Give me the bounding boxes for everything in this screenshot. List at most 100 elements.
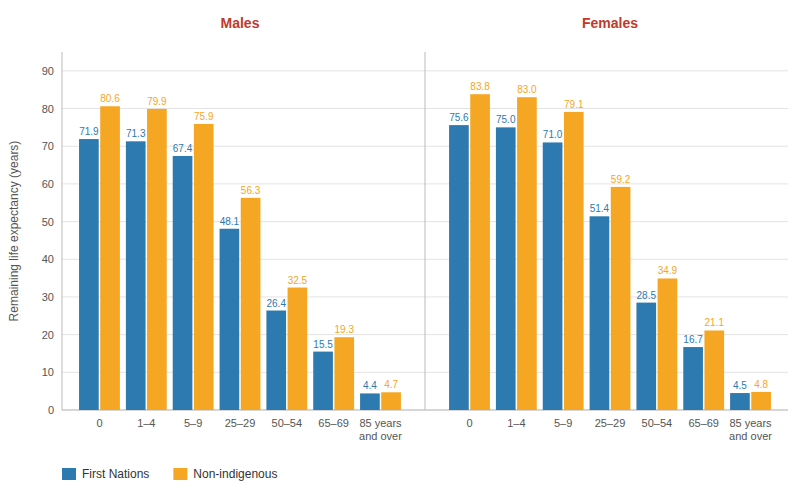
y-tick-label: 40: [42, 253, 54, 265]
data-label: 71.3: [126, 128, 146, 139]
bars: [79, 94, 771, 410]
x-tick-label-line: 85 years: [729, 417, 772, 429]
data-label: 67.4: [173, 143, 193, 154]
y-tick-label: 20: [42, 329, 54, 341]
y-tick-label: 90: [42, 65, 54, 77]
data-label: 51.4: [590, 203, 610, 214]
x-tick-label-line: and over: [359, 430, 402, 442]
data-label: 79.9: [147, 96, 167, 107]
legend-label: First Nations: [82, 467, 149, 481]
bar: [100, 106, 120, 410]
bar: [449, 125, 469, 410]
bar: [194, 124, 214, 410]
y-tick-label: 30: [42, 291, 54, 303]
x-tick-label: 25–29: [225, 417, 256, 429]
bar: [126, 141, 146, 410]
x-tick-label: 1–4: [137, 417, 155, 429]
data-labels: 71.971.367.448.126.415.54.475.675.071.05…: [79, 81, 768, 391]
y-axis-line: [62, 52, 63, 410]
x-tick-label: 65–69: [318, 417, 349, 429]
chart: 0102030405060708090Remaining life expect…: [0, 0, 800, 500]
y-tick-label: 10: [42, 366, 54, 378]
x-tick-label: 25–29: [595, 417, 626, 429]
bar: [313, 352, 333, 410]
section-separator: [425, 52, 426, 410]
bar: [470, 94, 490, 410]
x-tick-labels: 01–45–925–2950–5465–6985 yearsand over01…: [96, 417, 772, 442]
x-tick-label: 65–69: [688, 417, 719, 429]
x-tick-label-line: 50–54: [642, 417, 673, 429]
bar: [543, 142, 563, 410]
data-label: 79.1: [564, 99, 584, 110]
bar: [564, 112, 584, 410]
data-label: 83.8: [470, 81, 490, 92]
bar: [173, 156, 193, 410]
x-tick-label-line: 65–69: [318, 417, 349, 429]
data-label: 28.5: [637, 290, 657, 301]
legend-swatch: [173, 468, 187, 480]
x-tick-label-line: 25–29: [225, 417, 256, 429]
y-tick-label: 60: [42, 178, 54, 190]
bar: [220, 229, 240, 410]
data-label: 71.9: [79, 126, 99, 137]
x-tick-label-line: 65–69: [688, 417, 719, 429]
bar: [751, 392, 771, 410]
x-tick-label: 50–54: [272, 417, 303, 429]
x-tick-label: 5–9: [554, 417, 572, 429]
data-label: 83.0: [517, 84, 537, 95]
x-tick-label-line: 1–4: [137, 417, 155, 429]
legend-swatch: [62, 468, 76, 480]
data-label: 75.0: [496, 114, 516, 125]
x-tick-label: 85 yearsand over: [359, 417, 402, 442]
data-label: 26.4: [267, 298, 287, 309]
data-label: 16.7: [683, 334, 703, 345]
x-tick-label-line: 5–9: [554, 417, 572, 429]
data-label: 4.5: [733, 380, 747, 391]
bar: [730, 393, 750, 410]
x-tick-label: 0: [96, 417, 102, 429]
y-tick-label: 70: [42, 140, 54, 152]
bar: [381, 392, 401, 410]
x-tick-label-line: and over: [729, 430, 772, 442]
data-label: 48.1: [220, 216, 240, 227]
y-tick-label: 50: [42, 216, 54, 228]
bar: [496, 127, 516, 410]
data-label: 15.5: [313, 339, 333, 350]
x-tick-label-line: 5–9: [184, 417, 202, 429]
data-label: 19.3: [335, 324, 355, 335]
x-tick-label-line: 0: [96, 417, 102, 429]
x-tick-label: 0: [466, 417, 472, 429]
data-label: 21.1: [705, 317, 725, 328]
data-label: 75.6: [449, 112, 469, 123]
x-tick-label-line: 0: [466, 417, 472, 429]
x-tick-label: 5–9: [184, 417, 202, 429]
x-tick-label-line: 25–29: [595, 417, 626, 429]
legend: First NationsNon-indigenous: [62, 467, 277, 481]
y-tick-label: 80: [42, 103, 54, 115]
data-label: 56.3: [241, 185, 261, 196]
data-label: 34.9: [658, 265, 678, 276]
bar: [241, 198, 261, 410]
y-tick-label: 0: [48, 404, 54, 416]
x-tick-label-line: 50–54: [272, 417, 303, 429]
x-tick-label-line: 85 years: [359, 417, 402, 429]
axes: 0 10 20 30 40 50 60 70 80 90: [42, 52, 788, 416]
section-label: Females: [582, 15, 638, 31]
data-label: 4.8: [754, 379, 768, 390]
x-tick-label: 50–54: [642, 417, 673, 429]
data-label: 75.9: [194, 111, 214, 122]
bar: [360, 393, 380, 410]
bar: [517, 97, 537, 410]
data-label: 32.5: [288, 275, 308, 286]
bar: [334, 337, 354, 410]
bar: [266, 311, 286, 410]
bar: [636, 303, 656, 410]
bar: [611, 187, 631, 410]
bar: [704, 330, 724, 410]
bar: [288, 288, 308, 410]
bar: [79, 139, 99, 410]
bar: [658, 278, 678, 410]
data-label: 4.7: [384, 379, 398, 390]
bar: [147, 109, 167, 410]
x-tick-label: 85 yearsand over: [729, 417, 772, 442]
